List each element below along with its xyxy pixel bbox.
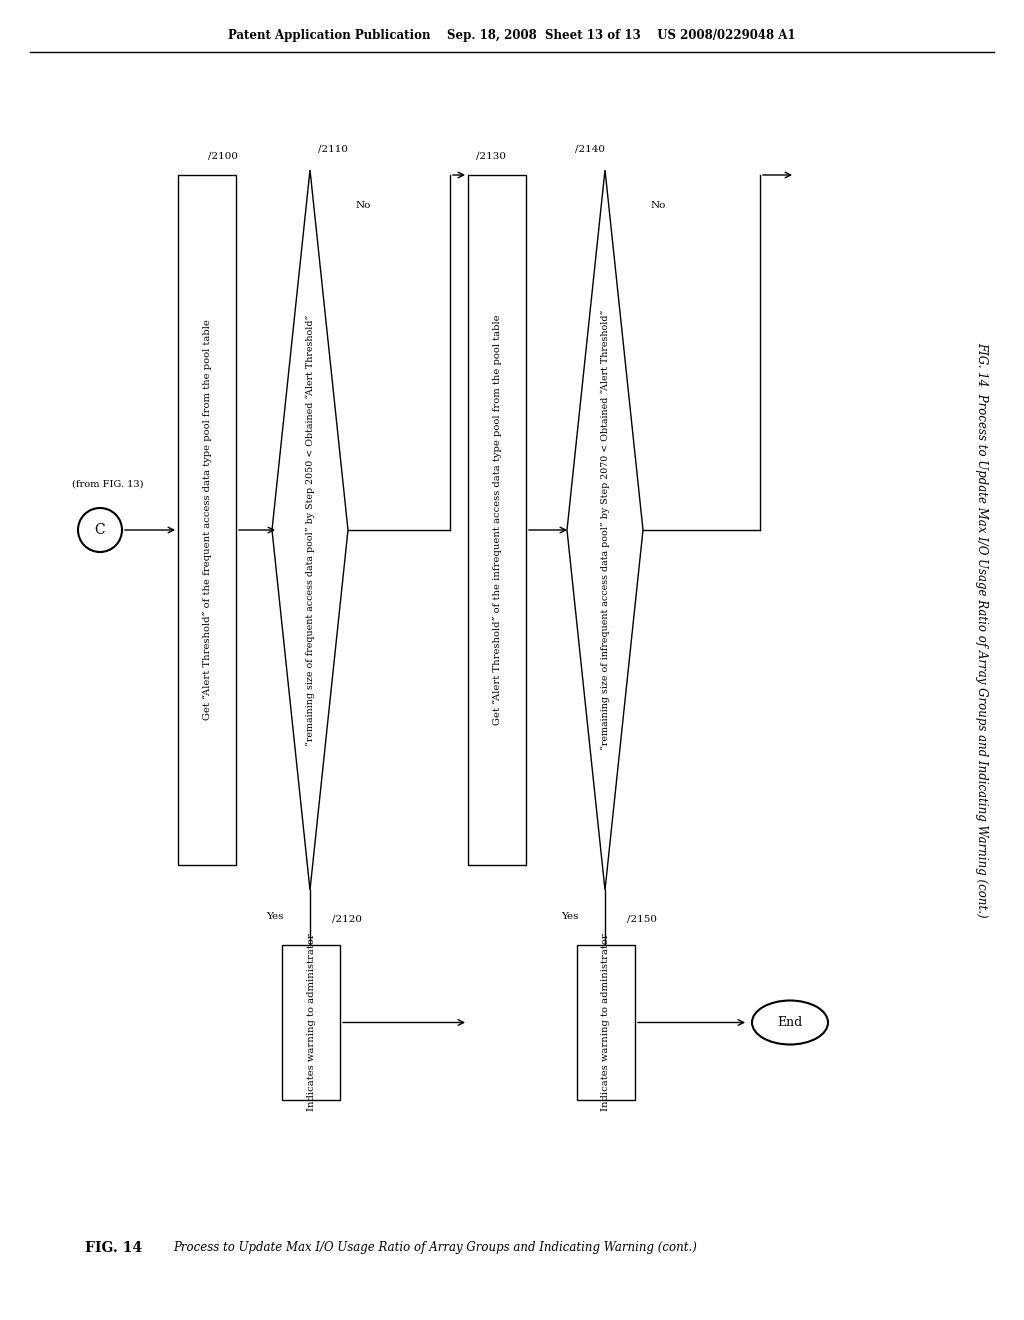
Text: ∕2110: ∕2110 bbox=[318, 145, 348, 154]
Text: (from FIG. 13): (from FIG. 13) bbox=[73, 479, 143, 488]
Text: No: No bbox=[356, 201, 372, 210]
Bar bbox=[178, 176, 236, 865]
Circle shape bbox=[78, 508, 122, 552]
Bar bbox=[468, 176, 526, 865]
Text: “remaining size of infrequent access data pool” by Step 2070 < Obtained “Alert T: “remaining size of infrequent access dat… bbox=[600, 310, 609, 750]
Text: Get “Alert Threshold” of the frequent access data type pool from the pool table: Get “Alert Threshold” of the frequent ac… bbox=[203, 319, 212, 721]
Text: End: End bbox=[777, 1016, 803, 1030]
Text: ∕2150: ∕2150 bbox=[627, 916, 657, 924]
Text: ∕2140: ∕2140 bbox=[575, 145, 605, 154]
Ellipse shape bbox=[752, 1001, 828, 1044]
Text: Indicates warning to administrator: Indicates warning to administrator bbox=[601, 933, 610, 1111]
Text: Indicates warning to administrator: Indicates warning to administrator bbox=[306, 933, 315, 1111]
Text: Process to Update Max I/O Usage Ratio of Array Groups and Indicating Warning (co: Process to Update Max I/O Usage Ratio of… bbox=[173, 1242, 697, 1254]
Bar bbox=[577, 945, 635, 1100]
Text: FIG. 14: FIG. 14 bbox=[85, 1241, 142, 1255]
Polygon shape bbox=[272, 170, 348, 890]
Text: Get “Alert Threshold” of the infrequent access data type pool from the pool tabl: Get “Alert Threshold” of the infrequent … bbox=[493, 314, 502, 725]
Text: Yes: Yes bbox=[266, 912, 284, 921]
Text: FIG. 14  Process to Update Max I/O Usage Ratio of Array Groups and Indicating Wa: FIG. 14 Process to Update Max I/O Usage … bbox=[976, 342, 988, 917]
Bar bbox=[282, 945, 340, 1100]
Text: Yes: Yes bbox=[561, 912, 579, 921]
Text: ∕2130: ∕2130 bbox=[476, 153, 506, 161]
Text: ∕2120: ∕2120 bbox=[332, 916, 362, 924]
Text: Patent Application Publication    Sep. 18, 2008  Sheet 13 of 13    US 2008/02290: Patent Application Publication Sep. 18, … bbox=[228, 29, 796, 42]
Text: C: C bbox=[94, 523, 105, 537]
Text: ∕2100: ∕2100 bbox=[208, 153, 238, 161]
Polygon shape bbox=[567, 170, 643, 890]
Text: “remaining size of frequent access data pool” by Step 2050 < Obtained “Alert Thr: “remaining size of frequent access data … bbox=[305, 314, 314, 746]
Text: No: No bbox=[651, 201, 667, 210]
